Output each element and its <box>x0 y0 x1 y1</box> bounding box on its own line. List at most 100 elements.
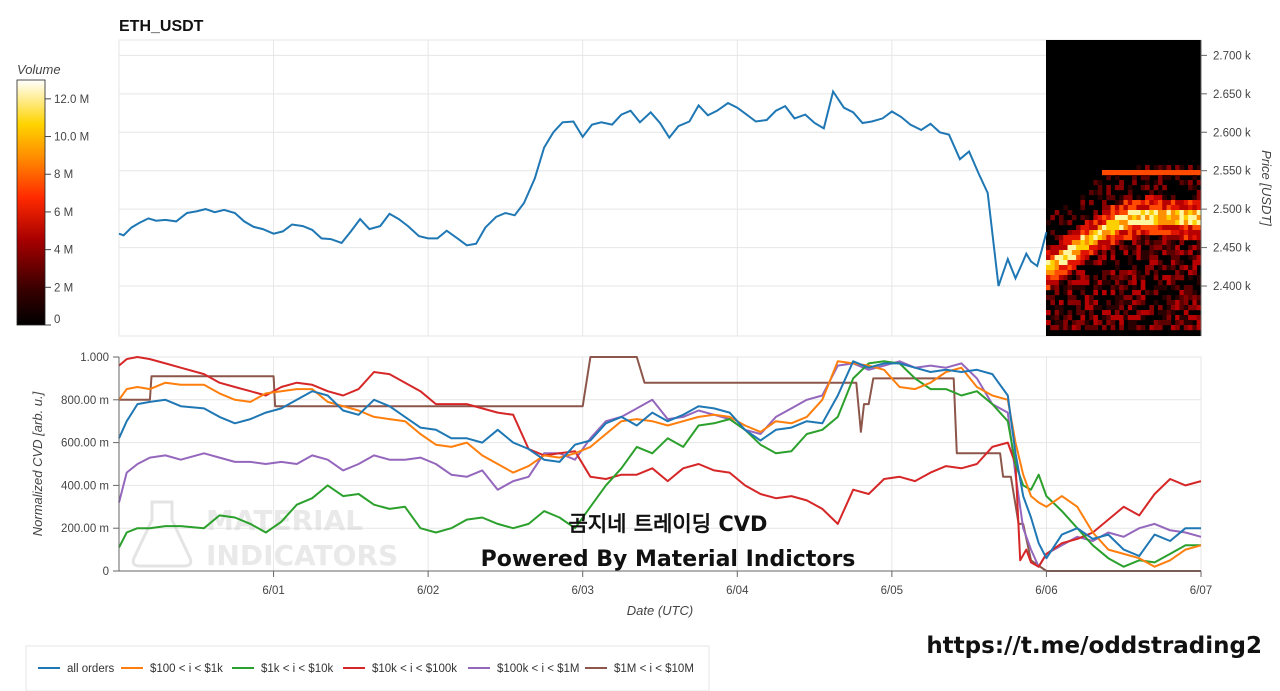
x-tick-label: 6/06 <box>1035 585 1057 597</box>
heatmap-cell <box>1196 235 1202 241</box>
legend-item: $10k < i < $100k <box>343 663 457 675</box>
heatmap-cell <box>1084 320 1090 326</box>
heatmap-cell <box>1162 165 1167 171</box>
heatmap-cell <box>1054 255 1060 261</box>
heatmap-cell <box>1149 195 1155 201</box>
heatmap-cell <box>1196 315 1202 321</box>
x-axis: 6/01 6/02 6/03 6/04 6/05 6/06 6/07 <box>119 570 1212 597</box>
heatmap-cell <box>1196 275 1202 281</box>
x-tick-label: 6/03 <box>572 585 594 597</box>
heatmap-cell <box>1080 260 1086 266</box>
heatmap-cell <box>1183 325 1189 331</box>
heatmap-cell <box>1097 220 1103 226</box>
heatmap-cell <box>1067 270 1073 276</box>
heatmap-cell <box>1166 210 1172 216</box>
heatmap-cell <box>1127 190 1133 196</box>
heatmap-cell <box>1196 320 1202 326</box>
heatmap-cell <box>1162 220 1167 226</box>
heatmap-cell <box>1123 270 1129 276</box>
heatmap-cell <box>1162 185 1167 191</box>
heatmap-cell <box>1054 305 1060 311</box>
heatmap-cell <box>1136 315 1142 321</box>
heatmap-cell <box>1101 310 1107 316</box>
heatmap-cell <box>1192 175 1198 181</box>
heatmap-cell <box>1084 300 1090 306</box>
chart-title: ETH_USDT <box>119 18 204 35</box>
heatmap-cell <box>1188 255 1193 261</box>
heatmap-cell <box>1127 245 1133 251</box>
heatmap-cell <box>1093 215 1099 221</box>
heatmap-cell <box>1050 245 1056 251</box>
heatmap-cell <box>1106 170 1111 176</box>
heatmap-cell <box>1071 260 1077 266</box>
heatmap-cell <box>1076 325 1081 331</box>
colorbar-tick-label: 10.0 M <box>54 132 89 144</box>
heatmap-cell <box>1179 260 1185 266</box>
heatmap-cell <box>1162 225 1167 231</box>
heatmap-cell <box>1192 210 1198 216</box>
heatmap-cell <box>1114 260 1120 266</box>
heatmap-cell <box>1106 185 1111 191</box>
heatmap-cell <box>1157 190 1163 196</box>
heatmap-cell <box>1067 300 1073 306</box>
heatmap-cell <box>1136 170 1142 176</box>
heatmap-cell <box>1145 165 1150 171</box>
heatmap-cell <box>1153 245 1159 251</box>
heatmap-cell <box>1063 255 1068 261</box>
legend-item: $100 < i < $1k <box>121 663 223 675</box>
heatmap-cell <box>1093 250 1099 256</box>
heatmap-cell <box>1123 235 1129 241</box>
heatmap-cell <box>1132 290 1137 296</box>
heatmap-cell <box>1119 270 1124 276</box>
heatmap-cell <box>1127 315 1133 321</box>
heatmap-cell <box>1132 275 1137 281</box>
heatmap-cell <box>1114 210 1120 216</box>
heatmap-cell <box>1106 320 1111 326</box>
heatmap-cell <box>1183 225 1189 231</box>
heatmap-cell <box>1166 275 1172 281</box>
heatmap-cell <box>1175 300 1180 306</box>
heatmap-cell <box>1175 165 1180 171</box>
heatmap-cell <box>1050 280 1056 286</box>
heatmap-cell <box>1166 280 1172 286</box>
heatmap-cell <box>1076 310 1081 316</box>
heatmap-cell <box>1157 180 1163 186</box>
heatmap-cell <box>1170 215 1176 221</box>
heatmap-cell <box>1110 205 1116 211</box>
legend: all orders $100 < i < $1k $1k < i < $10k $1… <box>25 645 710 691</box>
heatmap-cell <box>1071 285 1077 291</box>
heatmap-cell <box>1162 195 1167 201</box>
heatmap-cell <box>1067 230 1073 236</box>
heatmap-cell <box>1136 215 1142 221</box>
heatmap-cell <box>1183 220 1189 226</box>
heatmap-cell <box>1084 280 1090 286</box>
heatmap-cell <box>1132 315 1137 321</box>
heatmap-cell <box>1192 290 1198 296</box>
heatmap-cell <box>1071 325 1077 331</box>
heatmap-cell <box>1106 220 1111 226</box>
heatmap-cell <box>1179 210 1185 216</box>
heatmap-cell <box>1123 295 1129 301</box>
heatmap-cell <box>1089 230 1094 236</box>
heatmap-cell <box>1192 305 1198 311</box>
heatmap-cell <box>1136 300 1142 306</box>
heatmap-cell <box>1058 215 1064 221</box>
heatmap-cell <box>1058 255 1064 261</box>
heatmap-cell <box>1196 325 1202 331</box>
heatmap-cell <box>1153 275 1159 281</box>
heatmap-cell <box>1058 240 1064 246</box>
heatmap-cell <box>1149 305 1155 311</box>
heatmap-cell <box>1084 305 1090 311</box>
heatmap-cell <box>1140 275 1146 281</box>
heatmap-cell <box>1157 310 1163 316</box>
heatmap-cell <box>1097 320 1103 326</box>
heatmap-cell <box>1132 225 1137 231</box>
heatmap-cell <box>1114 225 1120 231</box>
heatmap-cell <box>1097 235 1103 241</box>
heatmap-cell <box>1058 320 1064 326</box>
heatmap-cell <box>1080 320 1086 326</box>
heatmap-cell <box>1114 310 1120 316</box>
heatmap-cell <box>1127 205 1133 211</box>
heatmap-cell <box>1183 320 1189 326</box>
heatmap-cell <box>1157 260 1163 266</box>
